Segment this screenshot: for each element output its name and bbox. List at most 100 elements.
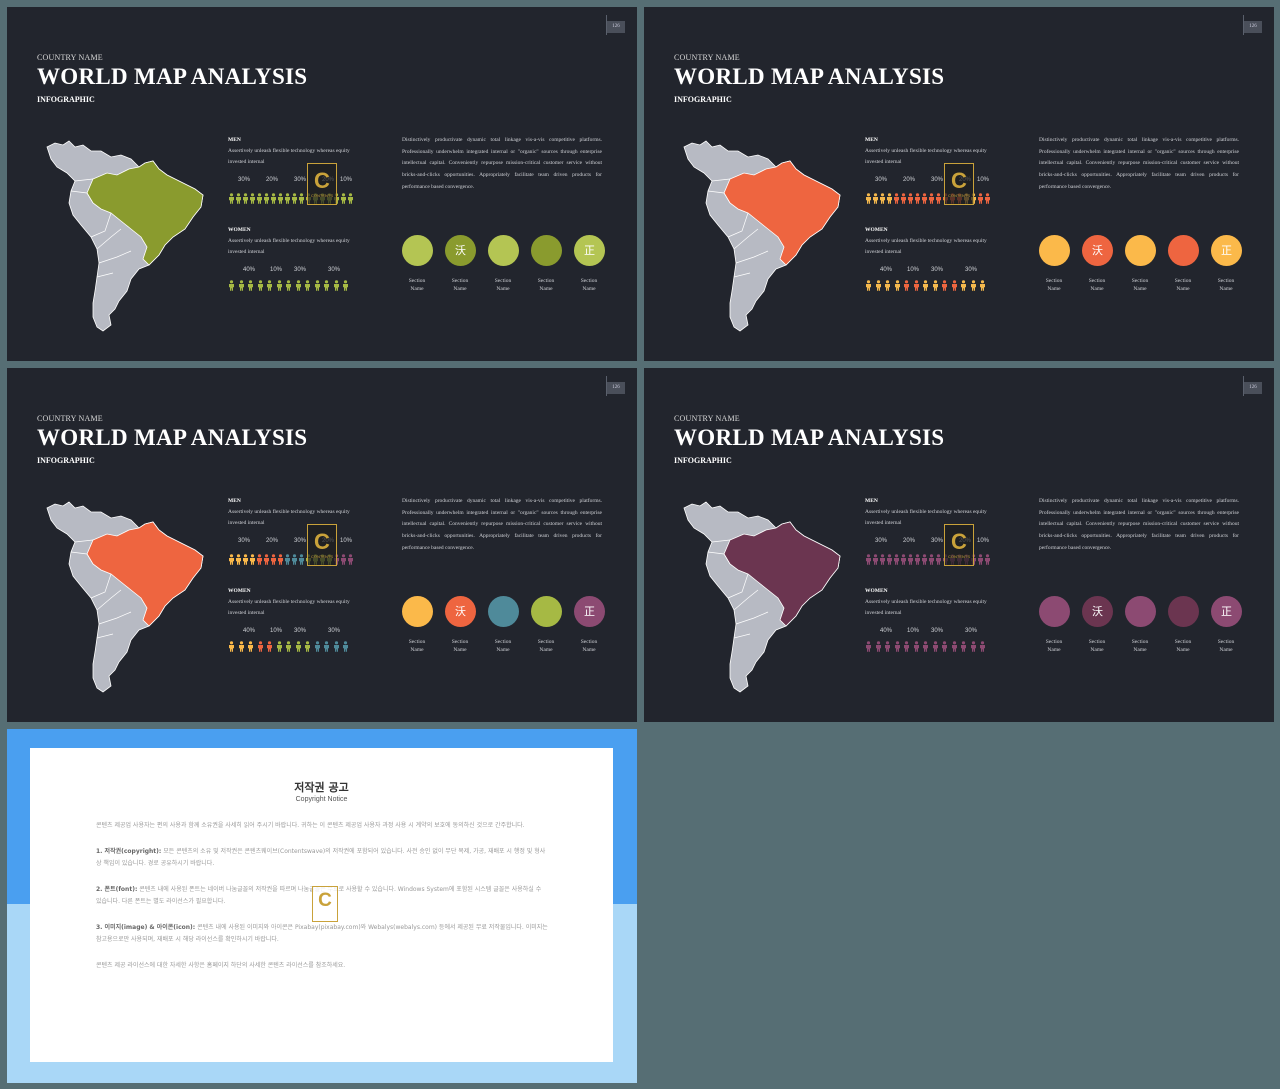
person-icon	[285, 554, 290, 565]
women-people-icons	[228, 641, 358, 653]
description-paragraph: Distinctively productivate dynamic total…	[402, 498, 602, 551]
corner-line	[1243, 15, 1244, 35]
watermark-logo: C CONTENTS	[307, 163, 337, 205]
women-percent: 40%	[880, 267, 893, 273]
women-text: Assertively unleash flexible technology …	[228, 599, 350, 616]
watermark-logo: C CONTENTS	[944, 524, 974, 566]
person-icon	[250, 193, 255, 204]
person-icon	[970, 280, 976, 291]
notice-section-text: 콘텐츠 내에 사용된 이미지와 아이콘은 Pixabay(pixabay.com…	[96, 923, 548, 944]
person-icon	[978, 193, 983, 204]
person-icon	[894, 193, 899, 204]
person-icon	[267, 641, 272, 652]
notice-section-copyright: 1. 저작권(copyright): 모든 콘텐츠의 소유 및 저작권은 콘텐츠…	[96, 846, 548, 871]
women-percent-row: 40% 10% 30% 30%	[228, 267, 358, 277]
section-label: Section Name	[1088, 278, 1106, 292]
person-icon	[887, 554, 892, 565]
slide-title: WORLD MAP ANALYSIS	[37, 64, 308, 89]
men-percent: 10%	[340, 177, 353, 183]
country-border	[735, 250, 769, 264]
women-percent-row: 40% 10% 30% 30%	[228, 628, 358, 638]
section-circle	[488, 235, 519, 266]
description-paragraph: Distinctively productivate dynamic total…	[402, 137, 602, 190]
south-america-map	[46, 140, 204, 332]
person-icon	[257, 280, 263, 291]
women-percent: 30%	[931, 628, 944, 634]
men-heading: MEN	[228, 137, 241, 143]
men-people-icons	[228, 193, 358, 205]
watermark-logo: C	[312, 886, 338, 922]
person-icon	[267, 280, 272, 291]
women-percent: 40%	[243, 628, 256, 634]
section-circle	[1125, 596, 1156, 627]
slide-3: 126 COUNTRY NAME WORLD MAP ANALYSIS INFOGRA…	[7, 368, 637, 722]
section-circle	[1168, 596, 1199, 627]
men-percent: 10%	[340, 538, 353, 544]
country-border	[74, 178, 94, 182]
men-percent-row: 30%20%30%20%10%	[228, 538, 358, 548]
section-circle: 沃	[1082, 596, 1113, 627]
brazil-highlight	[86, 160, 204, 266]
south-america-map	[683, 140, 841, 332]
person-icon	[875, 641, 881, 652]
person-icon	[257, 193, 262, 204]
men-percent: 30%	[875, 177, 888, 183]
section-circle	[531, 235, 562, 266]
person-icon	[985, 193, 990, 204]
country-border	[733, 272, 751, 278]
women-percent: 10%	[270, 267, 283, 273]
women-percent-row: 40% 10% 30% 30%	[865, 267, 995, 277]
men-percent: 20%	[266, 177, 279, 183]
person-icon	[880, 554, 885, 565]
person-icon	[873, 193, 878, 204]
person-icon	[236, 554, 241, 565]
watermark-logo: C CONTENTS	[307, 524, 337, 566]
person-icon	[951, 280, 957, 291]
country-name: COUNTRY NAME	[674, 53, 740, 62]
men-people-icons	[228, 554, 358, 566]
person-icon	[942, 641, 947, 652]
men-percent-row: 30%20%30%20%10%	[865, 177, 995, 187]
person-icon	[250, 554, 255, 565]
women-heading: WOMEN	[865, 588, 888, 594]
men-percent: 10%	[977, 177, 990, 183]
person-icon	[286, 641, 291, 652]
person-icon	[922, 193, 927, 204]
continent-shape	[46, 140, 204, 332]
country-border	[727, 573, 749, 599]
person-icon	[229, 193, 234, 204]
person-icon	[866, 554, 871, 565]
section-label: Section Name	[1174, 278, 1192, 292]
slide-title: WORLD MAP ANALYSIS	[37, 425, 308, 450]
country-border	[727, 212, 749, 238]
person-icon	[238, 280, 244, 291]
section-label: Section Name	[580, 278, 598, 292]
section-label: Section Name	[1217, 278, 1235, 292]
men-percent: 30%	[294, 177, 307, 183]
person-icon	[285, 193, 290, 204]
description-paragraph: Distinctively productivate dynamic total…	[1039, 498, 1239, 551]
notice-title: 저작권 공고	[294, 781, 349, 794]
women-people-icons	[865, 280, 995, 292]
section-label: Section Name	[1174, 639, 1192, 653]
section-label: Section Name	[494, 278, 512, 292]
watermark-letter: C	[951, 529, 967, 554]
men-text: Assertively unleash flexible technology …	[865, 148, 987, 165]
women-percent: 30%	[328, 628, 341, 634]
person-icon	[333, 641, 339, 652]
person-icon	[929, 193, 934, 204]
person-icon	[314, 280, 320, 291]
person-icon	[238, 641, 244, 652]
person-icon	[915, 554, 920, 565]
person-icon	[894, 641, 900, 652]
country-border	[70, 551, 94, 565]
men-percent: 30%	[238, 177, 251, 183]
notice-section-head: 1. 저작권(copyright):	[96, 847, 162, 855]
person-icon	[908, 554, 913, 565]
section-circle	[1125, 235, 1156, 266]
section-circle	[1039, 235, 1070, 266]
section-label: Section Name	[1217, 639, 1235, 653]
slide-title: WORLD MAP ANALYSIS	[674, 64, 945, 89]
person-icon	[248, 280, 253, 291]
country-border	[96, 589, 122, 611]
